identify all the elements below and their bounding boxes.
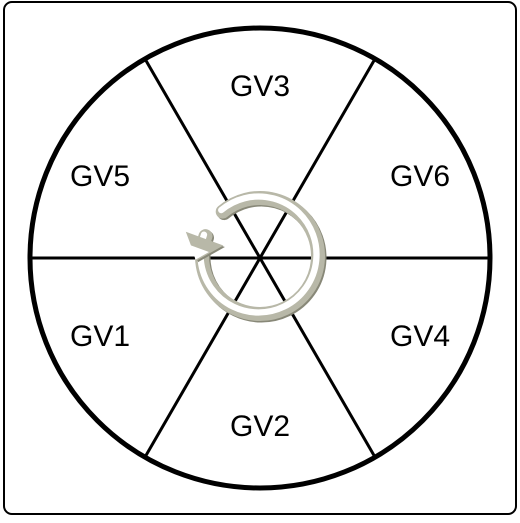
sector-label-gv2: GV2 <box>230 409 290 442</box>
sector-label-gv3: GV3 <box>230 69 290 102</box>
wheel-svg: GV3 GV6 GV4 GV2 GV1 GV5 <box>0 0 520 518</box>
sector-wheel-diagram: GV3 GV6 GV4 GV2 GV1 GV5 <box>0 0 520 523</box>
sector-label-gv1: GV1 <box>70 319 130 352</box>
sector-label-gv6: GV6 <box>390 159 450 192</box>
sector-label-gv5: GV5 <box>70 159 130 192</box>
sector-label-gv4: GV4 <box>390 319 450 352</box>
